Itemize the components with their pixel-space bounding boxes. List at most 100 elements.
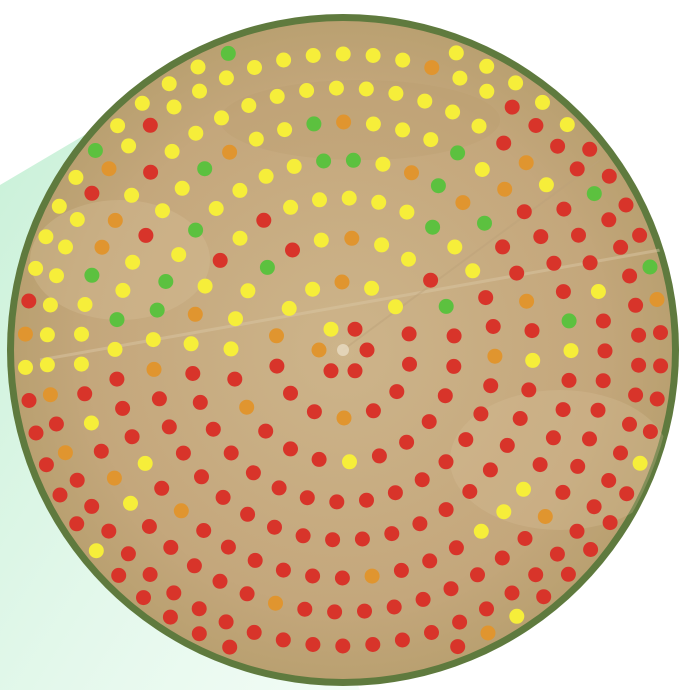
sample-dot [106, 470, 122, 486]
sample-dot [365, 403, 381, 419]
sample-dot [69, 472, 85, 488]
sample-dot [123, 495, 138, 511]
sample-dot [21, 393, 37, 408]
sample-dot [93, 443, 109, 459]
sample-dot [161, 76, 177, 92]
sample-dot [473, 406, 489, 422]
sample-dot [535, 94, 550, 110]
sample-dot [142, 117, 158, 133]
sample-dot [455, 195, 471, 211]
sample-dot [364, 280, 380, 296]
sample-dot [590, 284, 606, 299]
sample-dot [401, 251, 416, 267]
sample-dot [214, 110, 229, 126]
sample-dot [601, 473, 617, 488]
sample-dot [622, 416, 637, 432]
sample-dot [521, 382, 537, 398]
sample-dot [412, 516, 428, 532]
sample-dot [232, 230, 248, 246]
sample-dot [299, 490, 315, 506]
sample-dot [74, 326, 89, 342]
sample-dot [485, 319, 501, 334]
sample-dot [483, 378, 499, 394]
sample-dot [69, 516, 85, 532]
sample-dot [218, 70, 234, 86]
sample-dot [478, 290, 494, 306]
sample-dot [124, 187, 140, 203]
sample-dot [628, 387, 644, 403]
sample-dot [438, 298, 454, 314]
sample-dot [509, 265, 525, 281]
sample-dot [549, 546, 565, 562]
sample-dot [174, 180, 190, 196]
sample-dot [185, 366, 201, 381]
sample-dot [371, 194, 387, 210]
sample-dot [125, 254, 141, 270]
sample-dot [283, 385, 298, 401]
sample-dot [519, 293, 535, 309]
sample-dot [437, 388, 453, 404]
sample-dot [239, 586, 255, 602]
sample-dot [69, 212, 85, 227]
sample-dot [188, 125, 204, 141]
sample-dot [223, 445, 239, 461]
sample-dot [197, 161, 213, 177]
sample-dot [524, 323, 540, 339]
sample-dot [631, 357, 647, 373]
sample-dot [631, 327, 647, 343]
sample-dot [341, 190, 357, 206]
sample-dot [146, 361, 162, 377]
sample-dot [602, 515, 618, 531]
sample-dot [107, 341, 123, 357]
sample-dot [87, 143, 103, 158]
sample-dot [479, 58, 495, 74]
sample-dot [220, 45, 236, 61]
sample-dot [561, 313, 577, 329]
sample-dot [101, 161, 117, 177]
sample-dot [365, 637, 381, 652]
sample-dot [84, 498, 100, 514]
sample-dot [499, 437, 515, 453]
sample-dot [283, 441, 298, 457]
sample-dot [101, 523, 117, 539]
sample-dot [518, 155, 534, 171]
sample-dot [154, 480, 170, 496]
sample-dot [404, 165, 419, 181]
sample-dot [342, 454, 357, 470]
sample-dot [424, 60, 440, 76]
sample-dot [258, 423, 274, 439]
sample-dot [48, 416, 64, 432]
sample-dot [569, 161, 585, 177]
sample-dot [473, 523, 489, 539]
sample-dot [452, 70, 468, 86]
sample-dot [77, 297, 93, 312]
sample-dot [528, 118, 544, 133]
sample-dot [443, 581, 459, 597]
sample-dot [218, 614, 234, 630]
sample-dot [232, 182, 248, 198]
sample-dot [508, 75, 524, 91]
sample-dot [358, 81, 374, 97]
sample-dot [496, 504, 512, 520]
sample-dot [158, 274, 174, 289]
sample-dot [227, 371, 243, 387]
sample-dot [517, 531, 533, 546]
sample-dot [537, 509, 553, 524]
sample-dot [316, 153, 332, 169]
sample-dot [212, 573, 228, 589]
sample-dot [256, 212, 272, 228]
sample-dot [248, 131, 264, 147]
sample-dot [173, 503, 189, 519]
sample-dot [494, 550, 510, 566]
sample-dot [313, 232, 329, 248]
sample-dot [323, 363, 339, 379]
sample-dot [425, 219, 441, 235]
sample-dot [269, 88, 285, 104]
sample-dot [285, 242, 300, 258]
sample-dot [328, 80, 344, 96]
sample-dot [325, 532, 341, 548]
sample-dot [94, 239, 110, 255]
sample-dot [83, 415, 99, 431]
sample-dot [166, 585, 182, 601]
sample-dot [364, 568, 380, 584]
